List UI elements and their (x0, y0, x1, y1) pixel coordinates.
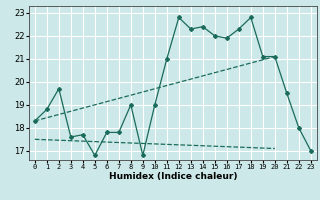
X-axis label: Humidex (Indice chaleur): Humidex (Indice chaleur) (108, 172, 237, 181)
